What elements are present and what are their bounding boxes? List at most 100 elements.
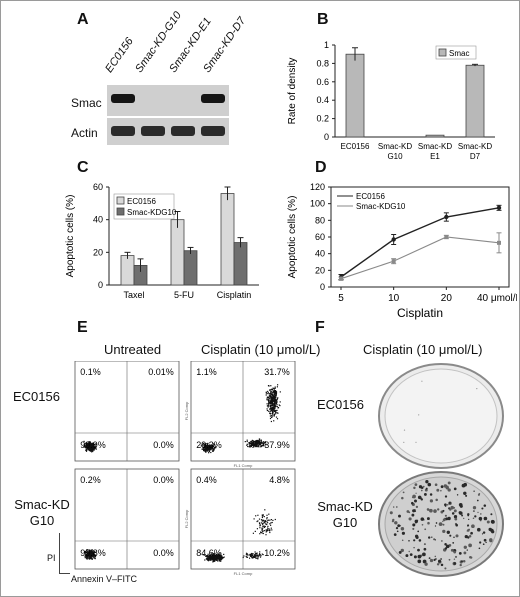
event-dot	[83, 443, 86, 445]
x-tick-label: 5	[338, 293, 344, 304]
actin-band	[171, 126, 195, 136]
event-dot	[272, 407, 274, 410]
event-dot	[88, 447, 90, 450]
event-dot	[216, 556, 218, 558]
event-dot	[265, 394, 267, 396]
event-dot	[91, 445, 93, 447]
colony	[468, 518, 470, 521]
colony	[478, 547, 481, 550]
y-tick-label: 40	[93, 215, 103, 225]
event-dot	[90, 558, 92, 560]
x-tick-label: EC0156	[341, 142, 370, 151]
event-dot	[269, 389, 271, 391]
colony	[467, 525, 469, 527]
event-dot	[259, 556, 262, 558]
colony	[472, 510, 475, 513]
event-dot	[268, 404, 270, 406]
event-dot	[258, 553, 261, 556]
event-dot	[262, 442, 264, 444]
event-dot	[270, 524, 272, 526]
colony	[425, 480, 429, 484]
panel-f-label: F	[315, 319, 325, 336]
event-dot	[251, 557, 253, 559]
event-dot	[250, 555, 252, 557]
event-dot	[93, 446, 96, 448]
flow-col-title: Cisplatin (10 μmol/L)	[201, 342, 321, 357]
event-dot	[271, 404, 273, 406]
event-dot	[207, 449, 209, 451]
event-dot	[255, 442, 257, 444]
event-dot	[252, 441, 254, 443]
event-dot	[252, 532, 254, 534]
event-dot	[266, 514, 268, 516]
event-dot	[263, 442, 265, 444]
event-dot	[255, 553, 257, 555]
event-dot	[260, 555, 262, 557]
event-dot	[252, 441, 254, 443]
event-dot	[274, 518, 276, 521]
event-dot	[267, 392, 269, 394]
event-dot	[249, 554, 251, 556]
event-dot	[268, 400, 270, 402]
event-dot	[205, 444, 207, 447]
event-dot	[84, 557, 86, 559]
event-dot	[273, 387, 275, 389]
event-dot	[264, 444, 266, 446]
event-dot	[262, 441, 264, 443]
event-dot	[92, 552, 94, 554]
colony	[453, 487, 457, 491]
colony	[453, 509, 457, 513]
event-dot	[92, 450, 94, 453]
event-dot	[255, 440, 257, 442]
event-dot	[89, 449, 91, 451]
event-dot	[90, 549, 92, 551]
event-dot	[90, 446, 92, 448]
event-dot	[267, 525, 269, 527]
y-tick-label: 0.6	[316, 77, 329, 87]
event-dot	[276, 409, 278, 411]
event-dot	[262, 523, 264, 525]
event-dot	[254, 551, 256, 553]
event-dot	[215, 556, 217, 558]
event-dot	[88, 550, 90, 553]
event-dot	[202, 554, 204, 556]
event-dot	[85, 551, 87, 553]
event-dot	[252, 444, 255, 447]
event-dot	[206, 445, 209, 447]
event-dot	[93, 449, 95, 451]
event-dot	[256, 446, 258, 448]
event-dot	[216, 558, 218, 560]
event-dot	[274, 390, 276, 392]
event-dot	[248, 446, 250, 448]
event-dot	[272, 403, 274, 405]
quadrant-percent: 29.3%	[196, 440, 222, 450]
event-dot	[273, 395, 276, 397]
event-dot	[279, 391, 281, 393]
event-dot	[206, 558, 208, 560]
event-dot	[223, 556, 225, 558]
event-dot	[274, 396, 276, 398]
event-dot	[271, 388, 273, 391]
legend-label: Smac	[449, 49, 469, 58]
event-dot	[252, 556, 254, 558]
event-dot	[207, 555, 209, 558]
event-dot	[91, 443, 94, 445]
colony	[395, 526, 399, 530]
event-dot	[268, 528, 270, 530]
colony	[438, 559, 441, 563]
event-dot	[204, 444, 207, 446]
event-dot	[206, 559, 209, 561]
event-dot	[90, 555, 92, 557]
colony	[417, 548, 420, 552]
colony	[472, 517, 475, 519]
event-dot	[254, 556, 256, 558]
event-dot	[209, 449, 211, 451]
event-dot	[270, 402, 272, 404]
event-dot	[205, 450, 207, 452]
event-dot	[86, 447, 88, 449]
event-dot	[271, 402, 273, 404]
colony	[490, 519, 495, 524]
colony	[483, 504, 487, 507]
blot-row-label: Smac	[71, 96, 102, 110]
event-dot	[255, 445, 257, 447]
